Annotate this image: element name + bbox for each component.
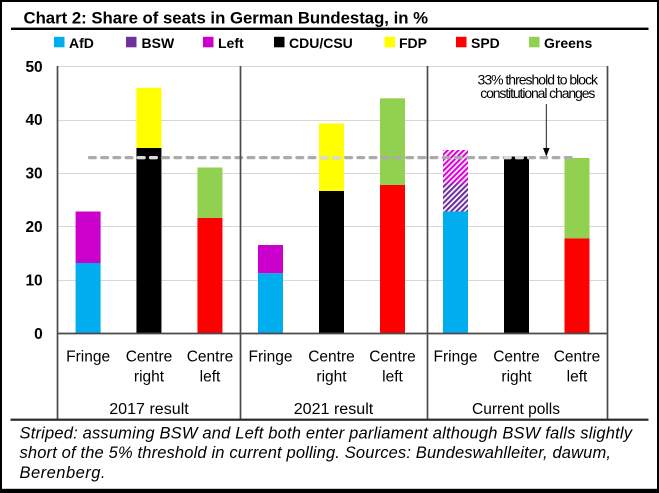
svg-text:constitutional changes: constitutional changes xyxy=(480,85,595,101)
svg-text:CDU/CSU: CDU/CSU xyxy=(289,35,353,51)
svg-text:left: left xyxy=(567,369,588,386)
svg-text:Fringe: Fringe xyxy=(434,349,478,366)
svg-text:Centre: Centre xyxy=(554,349,601,366)
svg-text:0: 0 xyxy=(34,326,43,343)
svg-text:BSW: BSW xyxy=(142,35,175,51)
svg-text:right: right xyxy=(501,369,532,386)
svg-text:50: 50 xyxy=(25,59,42,76)
svg-text:2017 result: 2017 result xyxy=(109,401,189,418)
svg-text:Centre: Centre xyxy=(493,349,540,366)
svg-text:10: 10 xyxy=(25,273,42,290)
svg-text:Centre: Centre xyxy=(126,349,173,366)
svg-text:Centre: Centre xyxy=(369,349,416,366)
svg-text:Left: Left xyxy=(218,35,244,51)
svg-text:Centre: Centre xyxy=(187,349,234,366)
svg-text:Chart 2: Share of seats in Ger: Chart 2: Share of seats in German Bundes… xyxy=(24,9,429,27)
svg-text:AfD: AfD xyxy=(69,35,94,51)
svg-text:33% threshold to block: 33% threshold to block xyxy=(478,71,600,87)
svg-text:Berenberg.: Berenberg. xyxy=(20,464,106,482)
svg-text:right: right xyxy=(316,369,347,386)
svg-text:Fringe: Fringe xyxy=(249,349,293,366)
svg-text:SPD: SPD xyxy=(471,35,500,51)
svg-text:Fringe: Fringe xyxy=(66,349,110,366)
svg-text:short of the 5% threshold in c: short of the 5% threshold in current pol… xyxy=(20,444,612,462)
svg-text:Greens: Greens xyxy=(544,35,592,51)
svg-text:30: 30 xyxy=(25,166,42,183)
svg-text:right: right xyxy=(134,369,165,386)
svg-text:2021 result: 2021 result xyxy=(294,401,374,418)
svg-text:left: left xyxy=(200,369,221,386)
svg-text:FDP: FDP xyxy=(399,35,427,51)
svg-text:40: 40 xyxy=(25,112,42,129)
svg-text:left: left xyxy=(382,369,403,386)
svg-text:Striped: assuming BSW and Left: Striped: assuming BSW and Left both ente… xyxy=(20,425,634,443)
svg-text:Centre: Centre xyxy=(308,349,355,366)
svg-text:20: 20 xyxy=(25,219,42,236)
svg-text:Current polls: Current polls xyxy=(472,401,560,418)
